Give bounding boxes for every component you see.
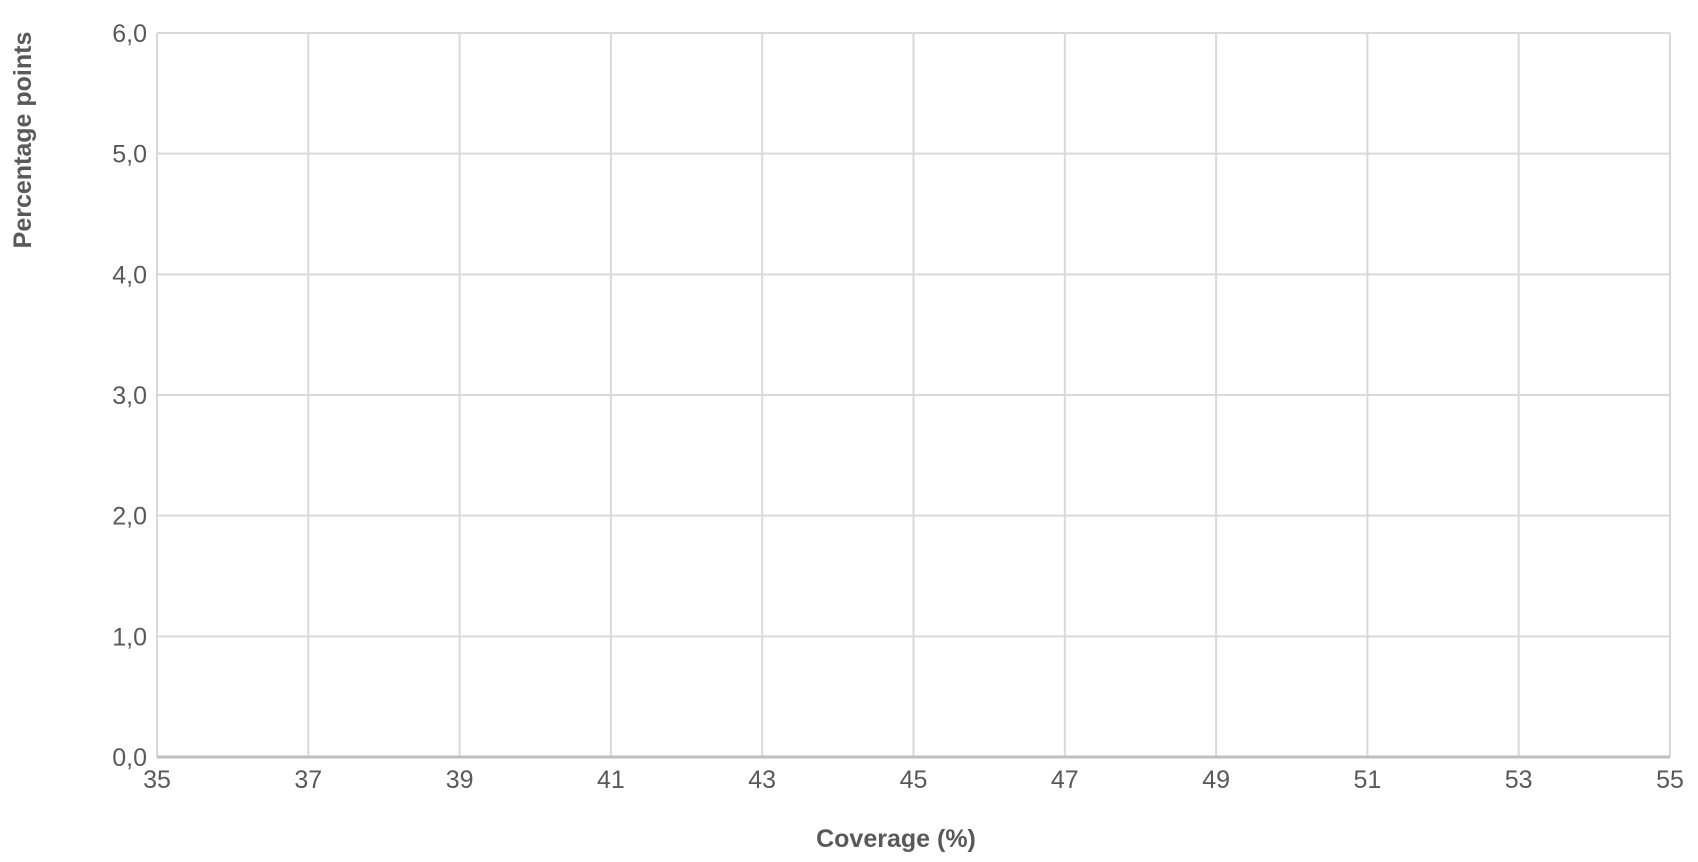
x-tick-label: 51: [1353, 766, 1381, 794]
grid: [156, 32, 1671, 757]
y-tick-label: 1,0: [112, 623, 147, 651]
x-tick-label: 35: [143, 766, 171, 794]
x-axis-title: Coverage (%): [816, 825, 976, 853]
y-tick-label: 6,0: [112, 20, 147, 48]
x-tick-label: 45: [900, 766, 928, 794]
x-tick-label: 43: [748, 766, 776, 794]
y-tick-label: 5,0: [112, 141, 147, 169]
x-tick-label: 47: [1051, 766, 1079, 794]
x-tick-label: 39: [446, 766, 474, 794]
x-tick-label: 41: [597, 766, 625, 794]
x-tick-label: 53: [1505, 766, 1533, 794]
y-axis-title: Percentage points: [9, 32, 37, 249]
y-axis-ticks: 0,0 1,0 2,0 3,0 4,0 5,0 6,0: [112, 20, 147, 772]
x-tick-label: 37: [294, 766, 322, 794]
y-tick-label: 3,0: [112, 382, 147, 410]
x-tick-label: 49: [1202, 766, 1230, 794]
y-tick-label: 0,0: [112, 744, 147, 772]
y-tick-label: 4,0: [112, 261, 147, 289]
y-tick-label: 2,0: [112, 503, 147, 531]
x-axis-ticks: 35 37 39 41 43 45 47 49 51 53 55: [143, 766, 1684, 794]
x-tick-label: 55: [1656, 766, 1684, 794]
